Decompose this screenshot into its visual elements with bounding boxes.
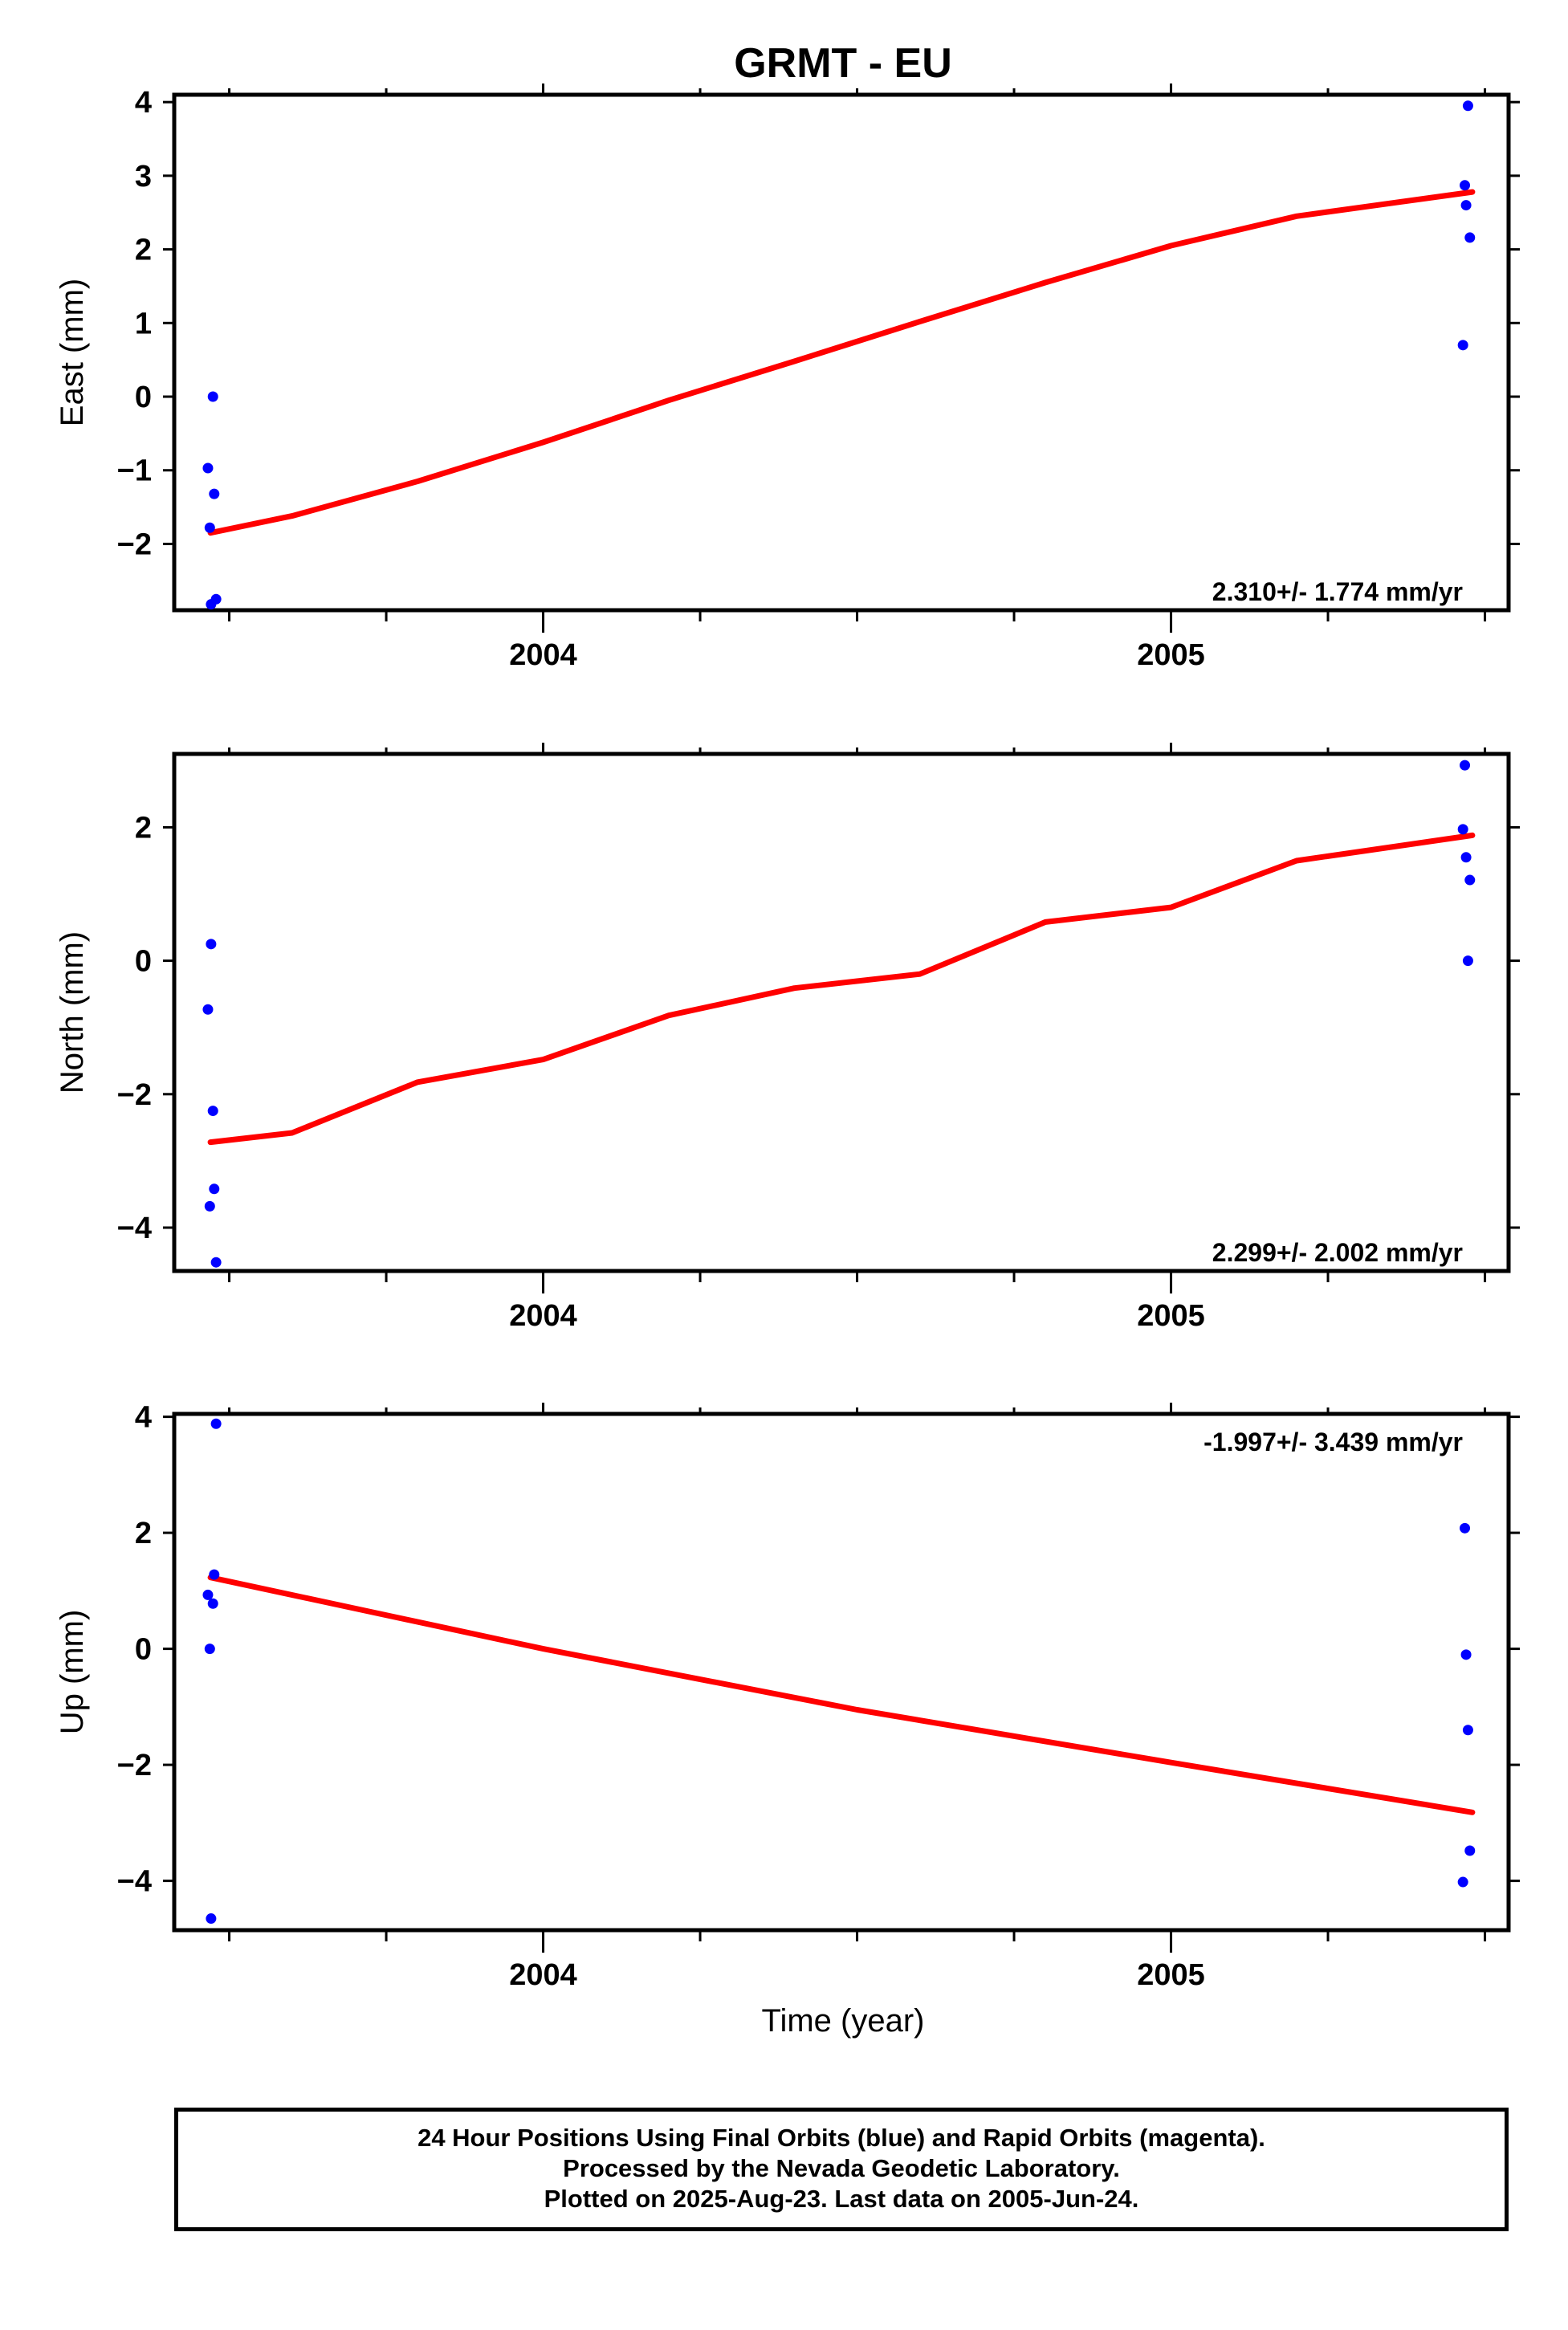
y-tick-label: 3 [135, 160, 152, 193]
plot-frame [172, 92, 1511, 613]
y-tick-label: −2 [117, 1749, 152, 1782]
data-point [207, 1106, 218, 1117]
y-tick-label: −1 [117, 454, 152, 488]
data-point [1464, 1845, 1476, 1856]
data-point [207, 391, 218, 402]
x-tick-label: 2004 [509, 638, 577, 672]
data-point [1460, 760, 1471, 771]
data-point [207, 1598, 218, 1609]
x-tick-label: 2005 [1137, 638, 1205, 672]
plot-frame [172, 1411, 1511, 1933]
chart-title: GRMT - EU [734, 40, 952, 87]
data-point [1460, 852, 1472, 863]
velocity-annotation: -1.997+/- 3.439 mm/yr [1203, 1428, 1463, 1456]
data-point [1464, 874, 1476, 886]
data-point [210, 1418, 222, 1429]
data-point [1460, 200, 1472, 211]
x-axis-label: Time (year) [762, 2003, 925, 2039]
footer-line-plotted-on: Plotted on 2025-Aug-23. Last data on 200… [544, 2185, 1139, 2213]
data-point [1460, 180, 1471, 191]
velocity-annotation: 2.299+/- 2.002 mm/yr [1212, 1238, 1463, 1267]
footer-line-processed-by: Processed by the Nevada Geodetic Laborat… [563, 2154, 1120, 2182]
y-tick-label: −2 [117, 1078, 152, 1112]
trend-line [207, 832, 1476, 1146]
y-tick-label: 4 [135, 1401, 152, 1435]
data-point [209, 1569, 220, 1580]
data-point [202, 1589, 214, 1600]
trend-line [207, 189, 1476, 536]
y-tick-label: 2 [135, 1517, 152, 1550]
data-point [209, 1183, 220, 1195]
x-tick-label: 2005 [1137, 1958, 1205, 1992]
panel-3: 4 2 0 −2 −4 2004 2005 Up (mm) -1.997+/- 3.439 mm… [55, 1401, 1520, 1992]
y-tick-label: 1 [135, 307, 152, 340]
data-point [202, 1004, 214, 1015]
footer-line-orbits: 24 Hour Positions Using Final Orbits (bl… [417, 2124, 1265, 2152]
y-tick-label: −2 [117, 528, 152, 561]
velocity-annotation: 2.310+/- 1.774 mm/yr [1212, 577, 1463, 606]
y-tick-label: −4 [117, 1865, 152, 1899]
x-tick-label: 2004 [509, 1299, 577, 1333]
panel-2: 2 0 −2 −4 2004 2005 North (mm) 2.299+/- 2.002 m… [55, 743, 1520, 1333]
data-point [204, 522, 215, 533]
data-point [1462, 100, 1473, 112]
data-point [210, 1257, 222, 1268]
y-tick-label: 2 [135, 234, 152, 267]
y-tick-label: 0 [135, 945, 152, 979]
y-tick-label: −4 [117, 1212, 152, 1245]
y-tick-label: 4 [135, 86, 152, 120]
data-point [1462, 1725, 1473, 1736]
x-tick-label: 2004 [509, 1958, 577, 1992]
panel-1: 4 3 2 1 0 −1 −2 2004 2005 East (mm) 2.310+/- 1.774… [55, 84, 1520, 672]
data-point [204, 1644, 215, 1655]
y-axis-label: Up (mm) [55, 1610, 90, 1735]
data-point [202, 462, 214, 474]
plot-frame [172, 752, 1511, 1273]
data-point [1457, 340, 1468, 351]
processing-info-box: 24 Hour Positions Using Final Orbits (bl… [174, 2108, 1509, 2231]
data-point [1460, 1522, 1471, 1534]
data-point [1462, 955, 1473, 967]
data-point [204, 1200, 215, 1212]
data-point [1457, 824, 1468, 835]
data-point [1460, 1649, 1472, 1660]
data-point [206, 1913, 217, 1925]
y-axis-label: East (mm) [55, 279, 90, 426]
y-tick-label: 2 [135, 811, 152, 845]
data-point [1457, 1876, 1468, 1888]
x-tick-label: 2005 [1137, 1299, 1205, 1333]
y-axis-label: North (mm) [55, 931, 90, 1094]
data-point [210, 593, 222, 605]
trend-line [207, 1574, 1476, 1815]
data-point [209, 488, 220, 499]
data-point [206, 939, 217, 950]
data-point [1464, 232, 1476, 243]
y-tick-label: 0 [135, 1633, 152, 1667]
y-tick-label: 0 [135, 381, 152, 414]
